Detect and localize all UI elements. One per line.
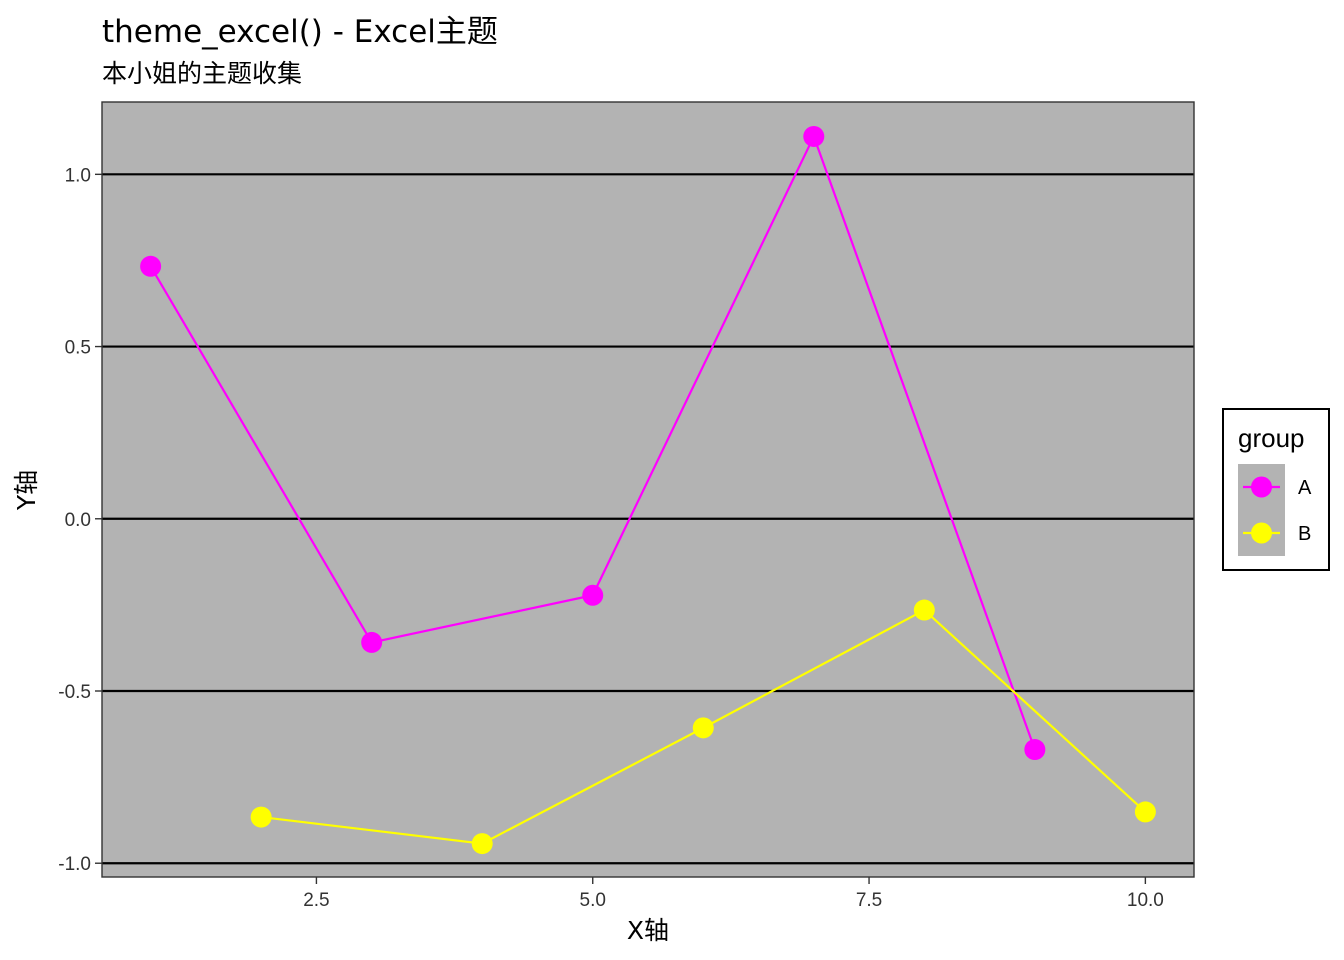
data-point-b <box>250 806 272 828</box>
chart-subtitle: 本小姐的主题收集 <box>102 59 303 88</box>
x-axis: 2.5 5.0 7.5 10.0 <box>303 877 1164 911</box>
legend-item-b: B <box>1243 522 1311 545</box>
data-point-a <box>582 584 604 606</box>
x-tick-label: 2.5 <box>303 890 329 911</box>
data-point-b <box>471 833 493 855</box>
y-tick-label: 1.0 <box>65 165 91 186</box>
x-tick-label: 7.5 <box>856 890 882 911</box>
x-tick-label: 5.0 <box>580 890 606 911</box>
y-axis-title: Y轴 <box>12 470 41 511</box>
plot-panel <box>102 102 1194 877</box>
legend: group A B <box>1222 408 1330 571</box>
legend-label: B <box>1298 523 1311 545</box>
data-point-b <box>692 717 714 739</box>
data-point-a <box>803 125 825 147</box>
series-a <box>140 125 1046 761</box>
chart-title: theme_excel() - Excel主题 <box>102 14 498 50</box>
series-layer <box>140 125 1156 855</box>
legend-key-point <box>1251 476 1272 498</box>
y-tick-label: 0.0 <box>65 510 91 531</box>
y-axis: -1.0 -0.5 0.0 0.5 1.0 <box>58 165 102 875</box>
data-point-b <box>913 599 935 621</box>
plot-panel-border <box>101 101 1195 878</box>
y-tick-label: -0.5 <box>58 682 91 703</box>
y-tick-label: 0.5 <box>65 338 91 359</box>
series-b <box>250 599 1156 855</box>
x-tick-label: 10.0 <box>1127 890 1164 911</box>
x-axis-title: X轴 <box>627 916 669 945</box>
data-point-a <box>1024 739 1046 761</box>
legend-label: A <box>1298 477 1312 499</box>
y-tick-label: -1.0 <box>58 854 91 875</box>
legend-item-a: A <box>1243 476 1312 499</box>
data-point-a <box>361 631 383 653</box>
legend-title: group <box>1238 423 1305 453</box>
data-point-b <box>1134 801 1156 823</box>
legend-key-point <box>1251 522 1272 544</box>
data-point-a <box>140 255 162 277</box>
